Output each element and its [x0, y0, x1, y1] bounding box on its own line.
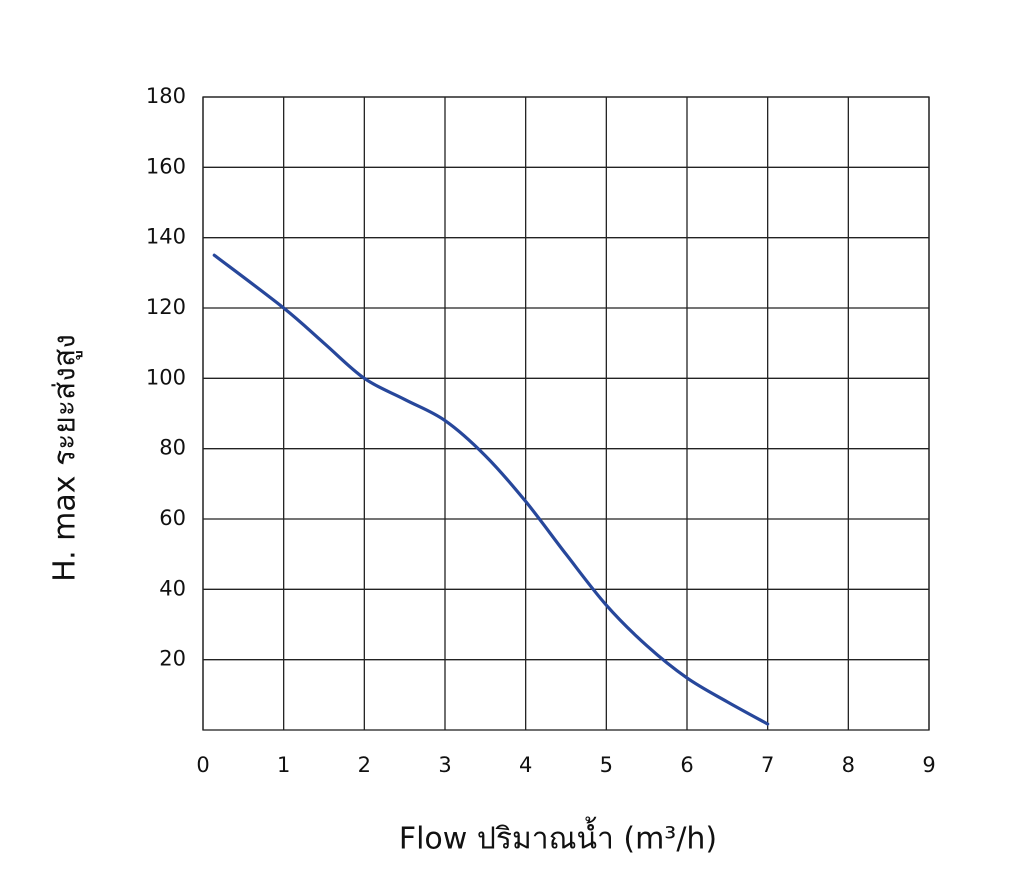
y-tick-label: 80	[159, 436, 186, 460]
x-tick-label: 8	[842, 753, 855, 777]
x-axis-title: Flow ปริมาณน้ำ (m³/h)	[399, 817, 717, 857]
x-tick-label: 3	[438, 753, 451, 777]
plot-frame	[202, 96, 930, 731]
x-tick-label: 0	[196, 753, 209, 777]
x-tick-label: 1	[277, 753, 290, 777]
y-tick-label: 20	[159, 647, 186, 671]
x-tick-label: 4	[519, 753, 532, 777]
y-tick-label: 100	[146, 365, 186, 389]
y-tick-label: 60	[159, 506, 186, 530]
x-tick-label: 9	[922, 753, 935, 777]
y-tick-label: 160	[146, 154, 186, 178]
x-tick-label: 6	[680, 753, 693, 777]
data-line	[212, 253, 770, 726]
x-tick-label: 5	[600, 753, 613, 777]
x-tick-label: 7	[761, 753, 774, 777]
y-tick-label: 40	[159, 576, 186, 600]
x-tick-label: 2	[358, 753, 371, 777]
y-tick-label: 140	[146, 225, 186, 249]
y-tick-label: 180	[146, 84, 186, 108]
y-axis-title: H. max ระยะส่งสูง	[48, 334, 83, 582]
y-tick-label: 120	[146, 295, 186, 319]
